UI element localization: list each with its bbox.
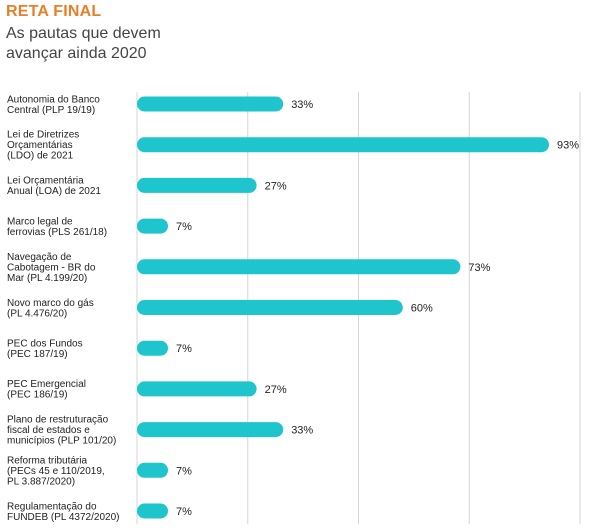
value-label: 33% bbox=[291, 99, 313, 111]
category-label: Lei Orçamentária Anual (LOA) de 2021 bbox=[7, 176, 101, 198]
category-label: PEC dos Fundos (PEC 187/19) bbox=[7, 338, 83, 360]
value-labels: 33% 93% 27% 7% 73% 60% 7% 27% 33% 7% 7% bbox=[176, 99, 579, 518]
category-label-line: Mar (PL 4.199/20) bbox=[7, 273, 87, 284]
category-label-line: Novo marco do gás bbox=[7, 298, 94, 309]
bar bbox=[137, 300, 403, 315]
category-label-line: Central (PLP 19/19) bbox=[7, 105, 95, 116]
bar bbox=[137, 177, 257, 193]
category-label-line: Reforma tributária bbox=[7, 455, 87, 466]
value-label: 7% bbox=[176, 343, 192, 355]
category-label-line: fiscal de estados e bbox=[7, 425, 90, 436]
category-label-line: Cabotagem - BR do bbox=[7, 262, 96, 273]
category-label-line: Plano de restruturação bbox=[7, 415, 109, 426]
category-label-line: Anual (LOA) de 2021 bbox=[7, 186, 101, 197]
value-label: 73% bbox=[468, 262, 490, 274]
bars bbox=[137, 96, 549, 519]
category-label-line: (PL 4.476/20) bbox=[7, 308, 67, 319]
category-label-line: Navegação de bbox=[7, 252, 72, 263]
category-label-line: FUNDEB (PL 4372/2020) bbox=[7, 512, 119, 523]
value-label: 27% bbox=[265, 180, 287, 192]
category-label-line: Orçamentárias bbox=[7, 140, 73, 151]
value-label: 93% bbox=[557, 140, 579, 152]
bar bbox=[137, 340, 169, 356]
bar bbox=[137, 96, 284, 112]
category-labels: Autonomia do Banco Central (PLP 19/19) Lei… bbox=[7, 94, 119, 523]
category-label-line: (LDO) de 2021 bbox=[7, 151, 74, 162]
value-label: 7% bbox=[176, 221, 192, 233]
category-label: Plano de restruturação fiscal de estados … bbox=[7, 415, 116, 447]
chart-kicker: RETA FINAL bbox=[6, 3, 102, 20]
category-label: Navegação de Cabotagem - BR do Mar (PL 4.1… bbox=[7, 252, 96, 284]
bar bbox=[137, 462, 169, 478]
category-label: Lei de Diretrizes Orçamentárias (LDO) de 2… bbox=[7, 130, 79, 162]
bar bbox=[137, 503, 169, 519]
category-label: Marco legal de ferrovias (PLS 261/18) bbox=[7, 216, 107, 238]
category-label: Regulamentação do FUNDEB (PL 4372/2020) bbox=[7, 501, 119, 523]
category-label-line: PEC Emergencial bbox=[7, 379, 86, 390]
bar bbox=[137, 381, 257, 397]
category-label-line: (PECs 45 e 110/2019, bbox=[7, 466, 105, 477]
category-label: Autonomia do Banco Central (PLP 19/19) bbox=[7, 94, 100, 116]
category-label: Reforma tributária (PECs 45 e 110/2019, PL… bbox=[7, 455, 105, 487]
category-label-line: (PEC 187/19) bbox=[7, 349, 68, 360]
category-label-line: ferrovias (PLS 261/18) bbox=[7, 227, 107, 238]
category-label-line: Regulamentação do bbox=[7, 501, 97, 512]
category-label-line: Lei de Diretrizes bbox=[7, 130, 79, 141]
category-label-line: (PEC 186/19) bbox=[7, 390, 68, 401]
category-label-line: Autonomia do Banco bbox=[7, 94, 100, 105]
value-label: 27% bbox=[265, 384, 287, 396]
value-label: 33% bbox=[291, 425, 313, 437]
bar bbox=[137, 422, 284, 438]
value-label: 7% bbox=[176, 465, 192, 477]
bar bbox=[137, 218, 169, 234]
category-label-line: Marco legal de bbox=[7, 216, 73, 227]
value-label: 60% bbox=[411, 303, 433, 315]
category-label-line: municípios (PLP 101/20) bbox=[7, 436, 116, 447]
category-label: Novo marco do gás (PL 4.476/20) bbox=[7, 298, 94, 320]
bar bbox=[137, 259, 461, 275]
category-label-line: PL 3.887/2020) bbox=[7, 476, 75, 487]
chart-subtitle: As pautas que devem avançar ainda 2020 bbox=[6, 24, 306, 64]
category-label-line: Lei Orçamentária bbox=[7, 176, 84, 187]
chart-subtitle-line-1: As pautas que devem bbox=[6, 25, 161, 42]
bar bbox=[137, 137, 549, 153]
value-label: 7% bbox=[176, 506, 192, 518]
chart-subtitle-line-2: avançar ainda 2020 bbox=[6, 45, 147, 62]
category-label-line: PEC dos Fundos bbox=[7, 338, 83, 349]
category-label: PEC Emergencial (PEC 186/19) bbox=[7, 379, 86, 401]
